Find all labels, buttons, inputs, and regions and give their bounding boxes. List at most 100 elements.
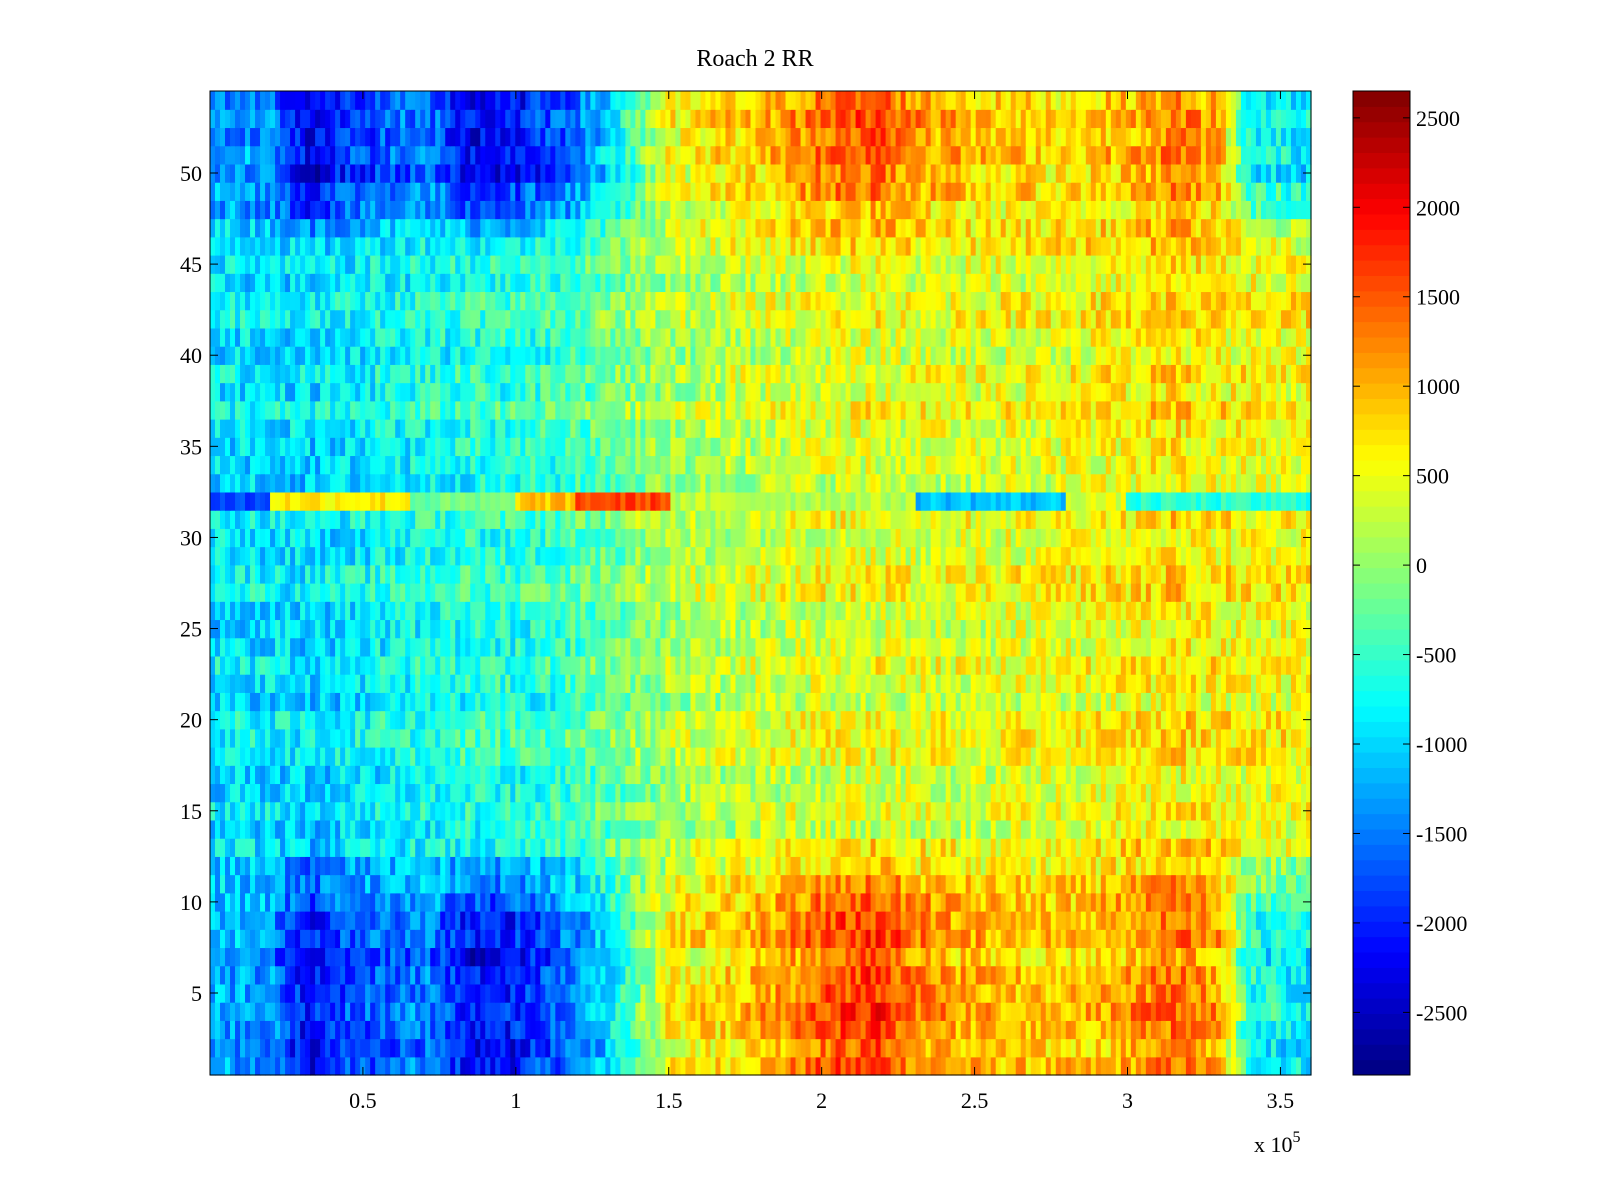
heatmap-cell (585, 983, 591, 1003)
heatmap-cell (715, 692, 722, 712)
heatmap-cell (670, 1056, 677, 1076)
heatmap-cell (335, 911, 341, 930)
heatmap-cell (970, 1056, 977, 1076)
heatmap-cell (345, 983, 351, 1003)
heatmap-cell (260, 674, 266, 693)
heatmap-cell (635, 983, 641, 1003)
heatmap-cell (750, 747, 757, 766)
heatmap-cell (935, 1002, 942, 1021)
heatmap-cell (730, 1002, 737, 1021)
heatmap-cell (995, 947, 1002, 967)
heatmap-cell (315, 929, 321, 949)
heatmap-cell (755, 947, 762, 967)
heatmap-cell (1135, 692, 1142, 712)
heatmap-cell (315, 765, 321, 785)
heatmap-cell (1030, 1020, 1037, 1040)
heatmap-cell (645, 838, 651, 857)
heatmap-cell (620, 856, 626, 876)
heatmap-cell (230, 783, 236, 803)
heatmap-cell (660, 765, 667, 785)
heatmap-cell (505, 983, 511, 1003)
heatmap-cell (460, 765, 466, 785)
heatmap-cell (990, 674, 997, 693)
heatmap-cell (1030, 874, 1037, 894)
heatmap-cell (520, 1002, 526, 1021)
heatmap-cell (1155, 929, 1162, 949)
heatmap-cell (805, 783, 812, 803)
heatmap-cell (645, 1038, 651, 1058)
heatmap-cell (780, 965, 787, 985)
heatmap-cell (365, 874, 371, 894)
heatmap-cell (945, 1056, 952, 1076)
heatmap-cell (1245, 765, 1252, 785)
heatmap-cell (450, 674, 456, 693)
heatmap-cell (750, 783, 757, 803)
heatmap-cell (940, 801, 947, 821)
heatmap-cell (1080, 1020, 1087, 1040)
heatmap-cell (325, 911, 331, 930)
heatmap-cell (245, 783, 251, 803)
heatmap-cell (1045, 856, 1052, 876)
heatmap-cell (765, 655, 772, 675)
heatmap-cell (980, 874, 987, 894)
heatmap-cell (1285, 1002, 1292, 1021)
heatmap-cell (1020, 892, 1027, 912)
heatmap-cell (1240, 1002, 1247, 1021)
heatmap-cell (785, 1038, 792, 1058)
heatmap-cell (1125, 674, 1132, 693)
heatmap-cell (970, 801, 977, 821)
heatmap-cell (570, 929, 576, 949)
heatmap-cell (215, 965, 221, 985)
heatmap-cell (250, 674, 256, 693)
heatmap-cell (1280, 965, 1287, 985)
heatmap-cell (235, 747, 241, 766)
heatmap-cell (1225, 1020, 1232, 1040)
heatmap-cell (1020, 783, 1027, 803)
heatmap-cell (855, 838, 862, 857)
heatmap-cell (510, 838, 516, 857)
heatmap-cell (525, 801, 531, 821)
heatmap-cell (1020, 747, 1027, 766)
heatmap-cell (1260, 929, 1267, 949)
heatmap-cell (725, 819, 732, 839)
heatmap-cell (1045, 874, 1052, 894)
heatmap-cell (885, 728, 892, 748)
heatmap-cell (630, 1020, 636, 1040)
heatmap-cell (1000, 983, 1007, 1003)
heatmap-cell (295, 710, 301, 730)
heatmap-cell (1015, 929, 1022, 949)
heatmap-cell (795, 965, 802, 985)
heatmap-cell (900, 856, 907, 876)
heatmap-cell (960, 674, 967, 693)
heatmap-cell (585, 1056, 591, 1076)
heatmap-cell (960, 838, 967, 857)
heatmap-cell (785, 1056, 792, 1076)
heatmap-cell (720, 710, 727, 730)
heatmap-cell (595, 765, 601, 785)
heatmap-cell (460, 965, 466, 985)
heatmap-cell (1005, 801, 1012, 821)
heatmap-cell (1105, 801, 1112, 821)
heatmap-cell (775, 1020, 782, 1040)
heatmap-cell (270, 801, 276, 821)
heatmap-cell (440, 819, 446, 839)
heatmap-cell (410, 1056, 416, 1076)
heatmap-cell (895, 801, 902, 821)
heatmap-cell (525, 747, 531, 766)
heatmap-cell (455, 929, 461, 949)
heatmap-cell (935, 674, 942, 693)
heatmap-cell (625, 674, 631, 693)
heatmap-cell (250, 983, 256, 1003)
heatmap-cell (880, 1002, 887, 1021)
heatmap-cell (645, 765, 651, 785)
heatmap-cell (375, 674, 381, 693)
heatmap-cell (400, 819, 406, 839)
heatmap-cell (210, 1002, 216, 1021)
heatmap-cell (1090, 1056, 1097, 1076)
heatmap-cell (350, 1056, 356, 1076)
heatmap-cell (215, 728, 221, 748)
heatmap-cell (705, 783, 712, 803)
heatmap-cell (520, 747, 526, 766)
heatmap-cell (255, 710, 261, 730)
heatmap-cell (725, 765, 732, 785)
